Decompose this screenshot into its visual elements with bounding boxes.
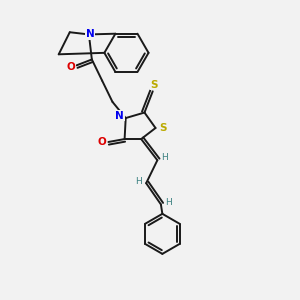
Text: H: H [161, 153, 168, 162]
Text: N: N [86, 29, 95, 39]
Text: O: O [98, 137, 106, 147]
Text: H: H [165, 198, 172, 207]
Text: S: S [150, 80, 158, 90]
Text: N: N [116, 111, 124, 121]
Text: H: H [135, 177, 142, 186]
Text: S: S [159, 123, 166, 133]
Text: O: O [66, 62, 75, 72]
